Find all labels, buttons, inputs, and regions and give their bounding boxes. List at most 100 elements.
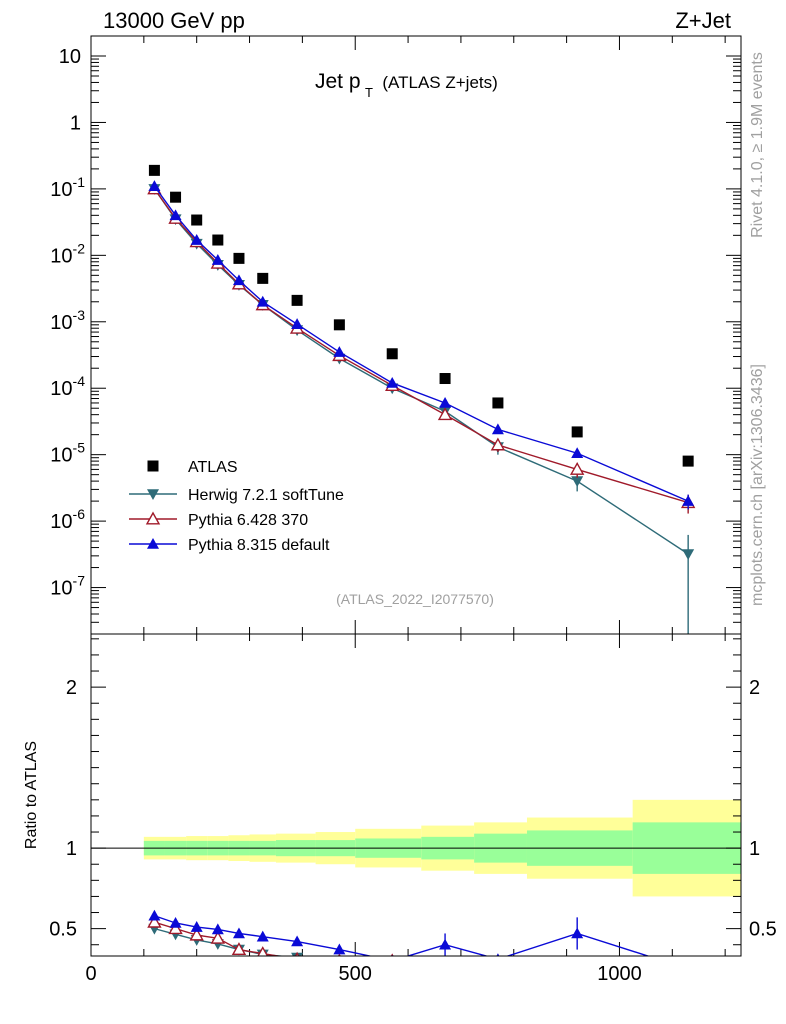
marker-square <box>212 234 224 246</box>
ratio-panel-series <box>147 909 694 1009</box>
marker-triangle-up-open <box>210 930 226 944</box>
marker-square <box>439 373 451 385</box>
ratio-y-tick-label: 2 <box>66 677 77 699</box>
marker-triangle-up <box>190 921 203 932</box>
legend: ATLAS Herwig 7.2.1 softTune Pythia 6.428 3… <box>129 459 344 554</box>
ratio-y-tick-label-right: 2 <box>749 677 760 699</box>
marker-triangle-up <box>291 935 304 947</box>
marker-triangle-up <box>211 254 224 265</box>
marker-triangle-down <box>571 975 583 986</box>
side-label-bottom: mcplots.cern.ch [arXiv:1306.3436] <box>749 364 766 606</box>
process-label: Z+Jet <box>675 8 731 33</box>
marker-triangle-up <box>190 234 203 245</box>
marker-square <box>191 214 203 226</box>
marker-square <box>257 272 269 284</box>
marker-triangle-down <box>571 476 584 488</box>
legend-label: Pythia 6.428 370 <box>188 512 308 529</box>
marker-square <box>386 348 398 360</box>
marker-triangle-up-open <box>682 964 694 975</box>
marker-square <box>148 164 160 176</box>
marker-triangle-up <box>571 447 584 459</box>
marker-triangle-up <box>491 423 504 435</box>
y-tick-label-base: 10 <box>50 312 72 334</box>
y-tick-label: 10-5 <box>50 440 85 467</box>
marker-triangle-up-open <box>437 407 453 421</box>
x-tick-label: 1000 <box>597 963 642 985</box>
marker-triangle-up-open <box>569 461 585 475</box>
y-tick-label-exp: -4 <box>73 373 86 389</box>
y-tick-label-base: 10 <box>50 245 72 267</box>
y-tick-label: 10-3 <box>50 307 85 334</box>
x-tick-label: 500 <box>339 963 372 985</box>
marker-triangle-up <box>147 538 159 549</box>
y-tick-label: 10-6 <box>50 506 85 533</box>
series-line <box>153 188 689 504</box>
y-tick-label-base: 10 <box>50 179 72 201</box>
marker-triangle-up <box>148 909 161 921</box>
analysis-id: (ATLAS_2022_I2077570) <box>336 591 494 607</box>
y-tick-label-base: 10 <box>50 511 72 533</box>
marker-triangle-up-open <box>145 511 161 525</box>
marker-square <box>291 294 303 306</box>
ratio-panel-frame <box>90 633 742 957</box>
plot-title-sub: T <box>365 85 373 100</box>
y-tick-label: 10 <box>59 46 81 68</box>
marker-triangle-down <box>492 972 504 983</box>
marker-triangle-up-open <box>294 951 300 956</box>
y-tick-label: 1 <box>70 112 81 134</box>
side-label-top: Rivet 4.1.0, ≥ 1.9M events <box>749 52 766 238</box>
marker-square <box>492 397 504 409</box>
marker-triangle-up-open <box>492 963 504 974</box>
ratio-y-tick-label: 0.5 <box>49 919 77 941</box>
y-tick-label-base: 10 <box>50 578 72 600</box>
marker-triangle-down <box>439 964 451 975</box>
ratio-y-tick-label-right: 1 <box>749 838 760 860</box>
y-tick-label-base: 10 <box>50 378 72 400</box>
marker-triangle-up-open <box>571 960 583 971</box>
y-tick-label-exp: -6 <box>73 506 86 522</box>
marker-triangle-up <box>682 963 694 974</box>
marker-triangle-up <box>439 396 452 408</box>
marker-triangle-up <box>232 927 245 939</box>
marker-triangle-up <box>333 346 346 357</box>
y-tick-label: 10-1 <box>50 174 85 201</box>
marker-triangle-up <box>386 376 399 388</box>
marker-triangle-up <box>148 180 161 191</box>
marker-triangle-up-open <box>189 927 204 941</box>
y-tick-label-base: 10 <box>50 445 72 467</box>
ratio-y-tick-label-right: 0.5 <box>749 919 777 941</box>
marker-triangle-up <box>169 209 182 221</box>
ratio-y-tick-label: 1 <box>66 838 77 860</box>
marker-triangle-up <box>333 943 346 955</box>
marker-triangle-up <box>682 495 695 506</box>
marker-square <box>333 319 345 331</box>
series-line <box>153 185 689 502</box>
marker-triangle-up <box>571 927 584 939</box>
energy-label: 13000 GeV pp <box>103 8 245 33</box>
legend-label: Pythia 8.315 default <box>188 537 330 554</box>
plot-title-main: Jet p <box>315 70 361 93</box>
marker-triangle-up-open <box>168 921 183 935</box>
marker-triangle-up-open <box>147 914 162 928</box>
marker-triangle-up <box>291 318 304 329</box>
y-tick-label-exp: -5 <box>73 440 86 456</box>
marker-triangle-down <box>386 969 398 980</box>
y-tick-label: 10-7 <box>50 573 85 600</box>
marker-triangle-up <box>256 930 269 942</box>
y-tick-label-exp: -1 <box>73 174 86 190</box>
ratio-ylabel: Ratio to ATLAS <box>23 741 40 849</box>
y-tick-label: 10-4 <box>50 373 85 400</box>
marker-triangle-down <box>147 489 159 500</box>
marker-triangle-down <box>682 998 694 1009</box>
y-tick-label-exp: -2 <box>73 240 86 256</box>
top-panel-series <box>147 164 696 634</box>
marker-triangle-up-open <box>231 942 247 956</box>
marker-triangle-up <box>496 953 500 956</box>
marker-square <box>682 455 694 467</box>
y-tick-label-exp: -7 <box>73 573 86 589</box>
plot-title: Jet p T (ATLAS Z+jets) <box>315 70 498 101</box>
marker-square <box>147 460 159 472</box>
y-tick-label-exp: -3 <box>73 307 86 323</box>
marker-square <box>233 252 245 264</box>
